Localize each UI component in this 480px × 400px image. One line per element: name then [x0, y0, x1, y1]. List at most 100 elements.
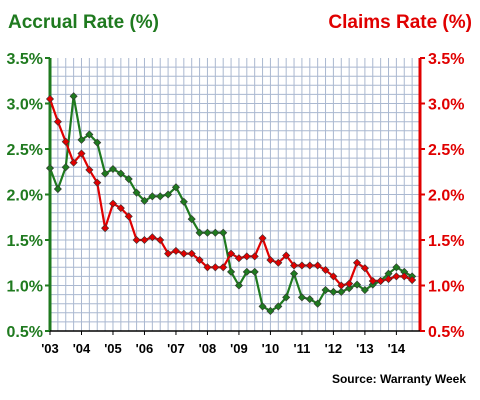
x-tick-label: '13: [356, 341, 374, 356]
accrual-data-point: [116, 169, 125, 178]
accrual-data-point: [329, 287, 338, 296]
claims-data-point: [392, 272, 401, 281]
accrual-data-point: [258, 302, 267, 311]
accrual-data-point: [203, 228, 212, 237]
claims-data-point: [171, 246, 180, 255]
left-y-tick-label: 0.5%: [7, 324, 43, 341]
claims-data-point: [203, 263, 212, 272]
accrual-data-point: [140, 196, 149, 205]
x-tick-label: '03: [41, 341, 59, 356]
claims-data-point: [164, 249, 173, 258]
source-note: Source: Warranty Week: [331, 372, 466, 386]
accrual-data-point: [360, 286, 369, 295]
accrual-data-point: [313, 299, 322, 308]
right-y-tick-label: 0.5%: [428, 324, 464, 341]
claims-data-point: [400, 272, 409, 281]
claims-data-point: [132, 235, 141, 245]
x-tick-label: '11: [293, 341, 310, 356]
claims-data-point: [258, 234, 267, 243]
claims-data-point: [140, 235, 149, 245]
claims-data-point: [345, 279, 354, 288]
accrual-data-point: [148, 192, 157, 201]
claims-data-point: [219, 263, 228, 272]
claims-data-point: [93, 178, 102, 187]
x-tick-label: '04: [73, 341, 91, 356]
claims-data-point: [408, 276, 417, 285]
accrual-data-point: [77, 135, 86, 144]
right-y-tick-label: 1.0%: [428, 279, 464, 296]
claims-data-point: [360, 264, 369, 273]
accrual-data-point: [305, 295, 314, 304]
accrual-data-point: [179, 197, 188, 206]
claims-data-point: [337, 281, 346, 290]
accrual-data-point: [234, 281, 243, 290]
accrual-data-point: [108, 164, 118, 174]
accrual-data-point: [195, 228, 204, 237]
x-tick-label: '06: [136, 341, 154, 356]
claims-data-point: [148, 233, 157, 242]
left-y-tick-label: 3.0%: [7, 97, 43, 114]
left-y-tick-label: 2.5%: [7, 142, 43, 159]
claims-data-point: [234, 254, 243, 263]
accrual-data-point: [132, 188, 141, 197]
left-y-tick-label: 1.5%: [7, 233, 43, 250]
claims-data-point: [305, 261, 314, 270]
accrual-data-point: [274, 302, 283, 311]
accrual-data-point: [101, 169, 110, 178]
claims-data-point: [211, 263, 220, 272]
accrual-data-point: [227, 267, 236, 276]
accrual-data-point: [211, 228, 220, 237]
x-tick-label: '10: [262, 341, 280, 356]
claims-data-point: [227, 249, 236, 258]
right-axis-title: Claims Rate (%): [328, 12, 472, 33]
claims-data-point: [274, 258, 283, 267]
accrual-data-point: [282, 293, 291, 302]
accrual-data-point: [93, 138, 102, 147]
accrual-data-point: [53, 185, 62, 194]
claims-data-point: [156, 235, 165, 245]
left-y-tick-label: 1.0%: [7, 279, 43, 296]
claims-data-point: [108, 199, 118, 208]
accrual-data-point: [290, 269, 299, 278]
accrual-data-point: [242, 267, 251, 276]
claims-data-point: [124, 212, 133, 221]
accrual-data-point: [61, 163, 70, 172]
claims-data-point: [266, 255, 275, 265]
claims-data-point: [313, 261, 322, 270]
accrual-data-point: [337, 287, 346, 296]
x-tick-label: '14: [388, 341, 406, 356]
x-tick-label: '07: [167, 341, 185, 356]
claims-data-point: [187, 249, 196, 258]
accrual-data-point: [171, 183, 180, 192]
x-tick-label: '08: [199, 341, 217, 356]
claims-data-point: [329, 272, 338, 281]
claims-data-point: [297, 261, 306, 270]
claims-data-point: [101, 224, 110, 233]
x-tick-label: '12: [325, 341, 343, 356]
claims-data-point: [116, 204, 125, 213]
accrual-data-point: [187, 215, 196, 224]
claims-data-point: [376, 276, 385, 285]
accrual-data-point: [69, 92, 78, 101]
claims-data-point: [179, 249, 188, 258]
accrual-data-point: [345, 284, 354, 293]
accrual-data-point: [156, 192, 165, 201]
accrual-data-point: [219, 228, 228, 237]
claims-data-point: [77, 149, 86, 158]
claims-data-point: [53, 117, 62, 126]
left-y-tick-label: 2.0%: [7, 188, 43, 205]
claims-data-point: [250, 252, 259, 261]
claims-data-point: [45, 94, 55, 103]
accrual-data-point: [45, 164, 55, 173]
right-y-tick-label: 2.0%: [428, 188, 464, 205]
left-axis-title: Accrual Rate (%): [8, 12, 159, 33]
accrual-data-point: [297, 293, 306, 302]
claims-data-point: [282, 251, 291, 260]
accrual-data-point: [266, 306, 275, 316]
claims-data-point: [61, 137, 70, 146]
claims-data-point: [290, 261, 299, 270]
claims-data-point: [69, 158, 78, 167]
accrual-data-point: [85, 130, 94, 139]
claims-data-point: [384, 275, 393, 284]
